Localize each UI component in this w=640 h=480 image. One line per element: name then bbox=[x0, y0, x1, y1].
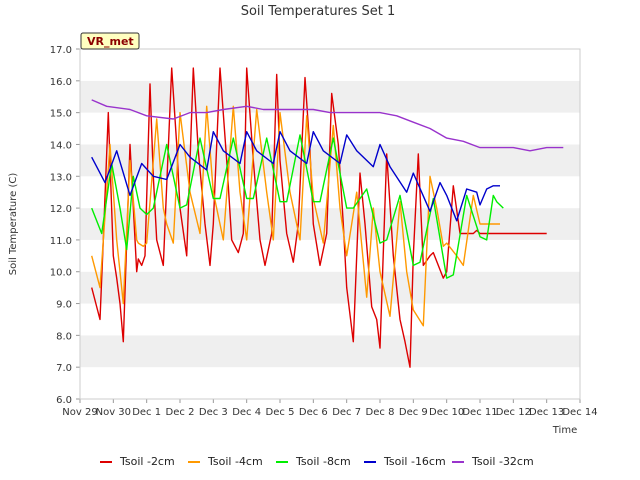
y-tick-label: 12.0 bbox=[50, 204, 72, 215]
grid-band bbox=[80, 367, 580, 399]
grid-bands bbox=[80, 49, 580, 399]
series-line-tsoil-16cm bbox=[91, 130, 500, 222]
station-badge: VR_met bbox=[80, 32, 140, 50]
y-tick-label: 17.0 bbox=[50, 45, 72, 56]
y-axis-ticks: 6.0 7.0 8.0 9.0 10.0 11.0 12.0 13.0 14.0 15.0 16.0… bbox=[50, 45, 80, 406]
legend-tsoil-2cm-label: Tsoil -2cm bbox=[119, 455, 175, 468]
x-tick-label: Dec 4 bbox=[232, 407, 261, 418]
series-line-tsoil-4cm bbox=[91, 105, 500, 327]
series-line-tsoil-2cm bbox=[91, 67, 547, 368]
grid-band bbox=[80, 80, 580, 113]
chart-title: Soil Temperatures Set 1 bbox=[241, 4, 396, 19]
legend-tsoil-16cm-label: Tsoil -16cm bbox=[383, 455, 446, 468]
series-line-tsoil-32cm bbox=[91, 99, 564, 152]
y-axis-label: Soil Temperature (C) bbox=[8, 173, 19, 276]
y-tick-label: 15.0 bbox=[50, 109, 72, 120]
y-tick-label: 9.0 bbox=[56, 300, 72, 311]
x-tick-label: Nov 30 bbox=[96, 407, 131, 418]
station-badge-text: VR_met bbox=[87, 35, 134, 48]
legend: Tsoil -2cm Tsoil -4cm Tsoil -8cm Tsoil -16c… bbox=[100, 455, 534, 468]
y-tick-label: 11.0 bbox=[50, 236, 72, 247]
grid-band bbox=[80, 271, 580, 304]
x-tick-label: Dec 14 bbox=[562, 407, 597, 418]
y-tick-label: 8.0 bbox=[56, 331, 72, 342]
y-tick-label: 10.0 bbox=[50, 268, 72, 279]
series-line-tsoil-8cm bbox=[91, 134, 504, 279]
x-tick-label: Dec 8 bbox=[366, 407, 395, 418]
x-tick-label: Dec 5 bbox=[266, 407, 295, 418]
x-tick-label: Dec 11 bbox=[462, 407, 497, 418]
y-tick-label: 16.0 bbox=[50, 77, 72, 88]
y-tick-label: 7.0 bbox=[56, 363, 72, 374]
grid-band bbox=[80, 303, 580, 336]
x-tick-label: Dec 6 bbox=[299, 407, 328, 418]
x-tick-label: Dec 13 bbox=[529, 407, 564, 418]
x-tick-label: Dec 1 bbox=[132, 407, 161, 418]
grid-band bbox=[80, 335, 580, 368]
legend-tsoil-4cm-label: Tsoil -4cm bbox=[207, 455, 263, 468]
plot-frame bbox=[79, 48, 581, 400]
x-tick-label: Dec 3 bbox=[199, 407, 228, 418]
station-badge-box bbox=[80, 32, 140, 50]
data-series bbox=[91, 67, 564, 368]
y-tick-label: 6.0 bbox=[56, 395, 72, 406]
x-axis-label: Time bbox=[552, 425, 577, 436]
y-tick-label: 13.0 bbox=[50, 172, 72, 183]
x-tick-label: Dec 7 bbox=[332, 407, 361, 418]
grid-band bbox=[80, 239, 580, 272]
x-tick-label: Nov 29 bbox=[62, 407, 97, 418]
x-tick-label: Dec 9 bbox=[399, 407, 428, 418]
x-tick-label: Dec 10 bbox=[429, 407, 464, 418]
x-tick-label: Dec 12 bbox=[496, 407, 531, 418]
grid-band bbox=[80, 49, 580, 81]
y-tick-label: 14.0 bbox=[50, 140, 72, 151]
legend-tsoil-32cm-label: Tsoil -32cm bbox=[471, 455, 534, 468]
x-tick-label: Dec 2 bbox=[166, 407, 195, 418]
legend-tsoil-8cm-label: Tsoil -8cm bbox=[295, 455, 351, 468]
